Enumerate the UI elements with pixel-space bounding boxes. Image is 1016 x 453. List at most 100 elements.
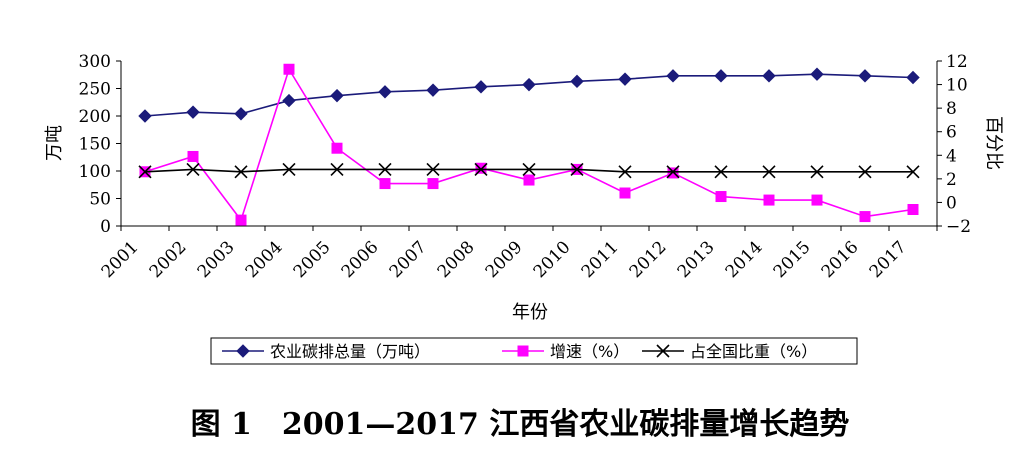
data-point (187, 150, 199, 162)
data-point (236, 344, 250, 358)
y-left-axis-ticks: 0 50 100 150 200 250 300 (79, 52, 121, 237)
y-left-tick-label: 100 (79, 162, 111, 182)
x-tick-label: 2008 (434, 237, 479, 282)
data-point (570, 74, 584, 89)
y-right-tick-label: −2 (946, 217, 971, 237)
x-tick-label: 2010 (530, 237, 575, 282)
data-point (378, 162, 392, 176)
data-point (666, 69, 680, 83)
data-point (811, 194, 823, 206)
data-point (858, 69, 872, 83)
data-point (331, 142, 343, 154)
legend-label: 占全国比重（%） (690, 342, 817, 361)
data-point (858, 165, 872, 179)
data-point (474, 80, 488, 94)
y-left-tick-label: 200 (79, 107, 111, 127)
legend-entry-3: 占全国比重（%） (642, 342, 817, 361)
data-point (762, 69, 776, 83)
x-tick-label: 2015 (770, 237, 815, 282)
data-point (282, 93, 296, 108)
x-tick-label: 2007 (386, 237, 431, 282)
x-tick-label: 2016 (818, 237, 863, 282)
legend: 农业碳排总量（万吨） 增速（%） 占全国比重（%） (210, 337, 858, 365)
data-point (714, 165, 728, 179)
legend-label: 农业碳排总量（万吨） (270, 342, 430, 361)
x-tick-label: 2009 (482, 237, 527, 282)
y-left-tick-label: 0 (100, 217, 111, 237)
data-point (522, 77, 536, 92)
data-point (522, 162, 536, 176)
data-point (570, 162, 584, 176)
data-point (379, 178, 391, 190)
x-tick-label: 2004 (242, 237, 287, 282)
figure-caption: 图 1 2001—2017 江西省农业碳排量增长趋势 (191, 407, 850, 442)
data-point (330, 88, 344, 103)
axes (120, 61, 938, 227)
data-point (906, 165, 920, 179)
y-left-tick-label: 50 (89, 190, 111, 210)
data-point (715, 191, 727, 203)
data-point (619, 187, 631, 199)
y-right-axis-title: 百分比 (983, 116, 1004, 170)
y-right-tick-label: 6 (946, 123, 957, 143)
data-point (186, 162, 200, 176)
data-point (235, 214, 247, 226)
y-right-tick-label: 2 (946, 170, 957, 190)
x-tick-label: 2011 (578, 237, 623, 282)
legend-label: 增速（%） (550, 342, 629, 361)
data-point (517, 345, 529, 357)
y-left-axis-title: 万吨 (44, 125, 65, 161)
data-point (810, 67, 824, 81)
data-point (426, 162, 440, 176)
y-right-tick-label: 10 (946, 76, 968, 96)
x-tick-label: 2005 (290, 237, 335, 282)
x-tick-label: 2014 (722, 237, 767, 282)
y-right-tick-label: 8 (946, 99, 957, 119)
data-point (427, 178, 439, 190)
series-3 (138, 162, 920, 179)
y-right-tick-label: 0 (946, 193, 957, 213)
data-point (283, 63, 295, 75)
series-1 (138, 67, 920, 123)
data-point (186, 105, 200, 119)
legend-entry-1: 农业碳排总量（万吨） (222, 342, 430, 361)
data-point (282, 162, 296, 176)
data-point (475, 162, 487, 174)
data-point (474, 162, 488, 176)
data-point (618, 72, 632, 86)
y-left-tick-label: 300 (79, 52, 111, 72)
x-tick-label: 2013 (674, 237, 719, 282)
x-tick-label: 2006 (338, 237, 383, 282)
data-point (234, 165, 248, 179)
data-point (714, 69, 728, 83)
x-tick-label: 2001 (98, 237, 143, 282)
data-point (762, 165, 776, 179)
y-left-tick-label: 250 (79, 80, 111, 100)
data-point (656, 344, 670, 358)
x-tick-label: 2017 (866, 237, 911, 282)
series-line (144, 67, 914, 222)
x-tick-label: 2002 (146, 237, 191, 282)
series-layer (138, 63, 920, 226)
data-point (859, 211, 871, 223)
data-point (810, 165, 824, 179)
data-point (138, 109, 152, 123)
data-point (426, 83, 440, 97)
y-right-tick-label: 12 (946, 52, 968, 72)
data-point (378, 85, 392, 99)
legend-box (210, 337, 858, 365)
data-point (667, 167, 679, 179)
data-point (618, 165, 632, 179)
data-point (330, 162, 344, 176)
data-point (523, 174, 535, 186)
y-right-tick-label: 4 (946, 146, 957, 166)
y-right-axis-ticks: −2 0 2 4 6 8 10 12 (937, 52, 971, 237)
data-point (234, 107, 248, 121)
data-point (138, 165, 152, 179)
x-tick-label: 2012 (626, 237, 671, 282)
y-left-tick-label: 150 (79, 135, 111, 155)
data-point (763, 194, 775, 206)
data-point (907, 204, 919, 215)
x-axis-title: 年份 (512, 302, 548, 323)
